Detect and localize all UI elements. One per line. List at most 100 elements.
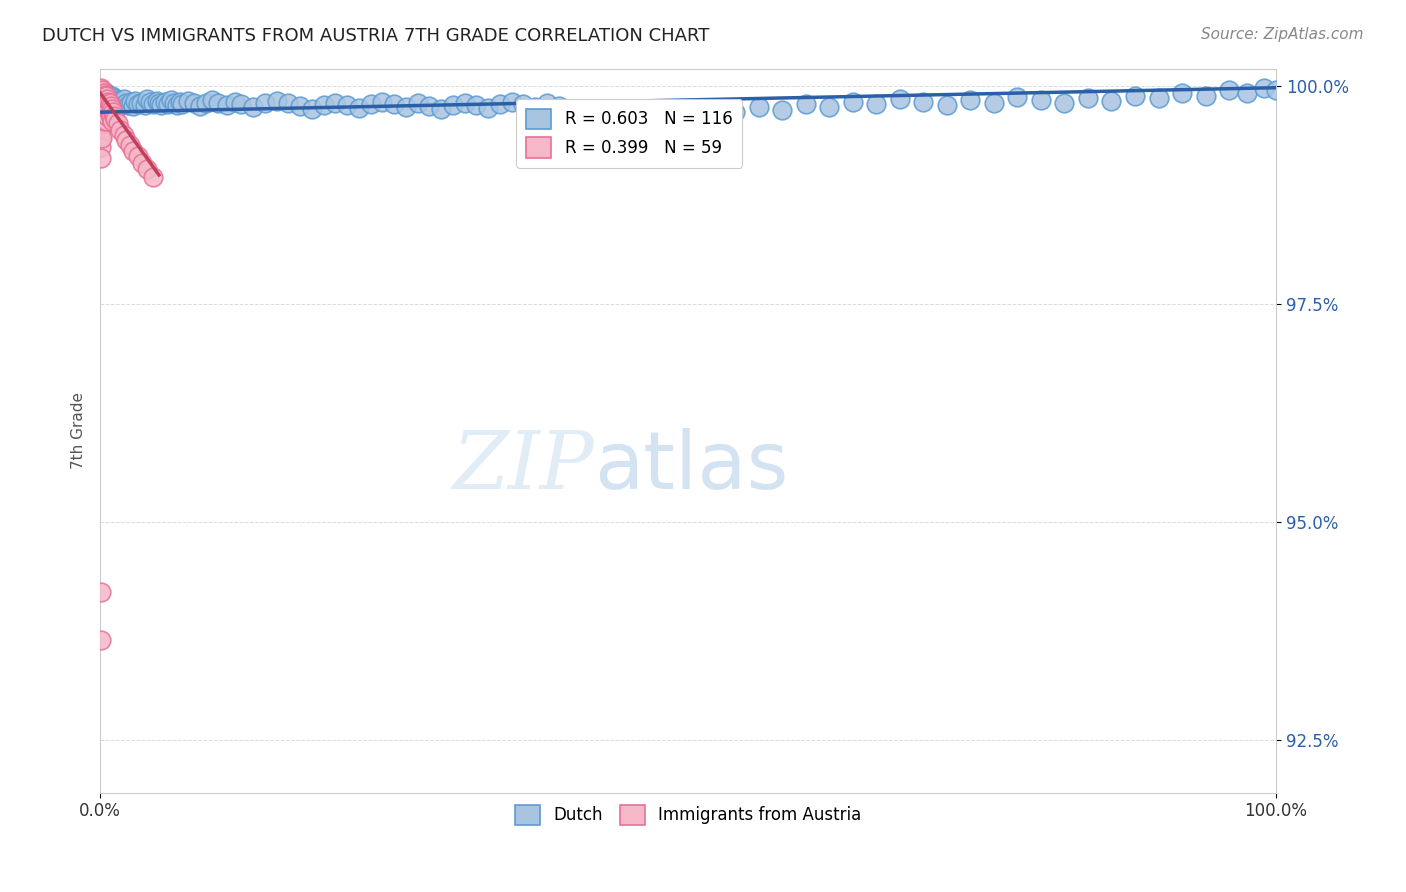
Point [1218,83,1240,97]
Point [91,117,114,131]
Point [91,88,114,103]
Point [107,115,129,129]
Point [194,95,217,110]
Point [1123,88,1146,103]
Point [94,87,117,102]
Point [465,98,488,112]
Point [138,95,160,109]
Point [94,95,117,109]
Point [277,96,299,111]
Point [301,102,323,116]
Point [1236,86,1258,100]
Point [104,97,127,112]
Point [91,112,114,126]
Point [90,95,112,109]
Point [124,94,146,108]
Point [103,91,125,105]
Point [134,98,156,112]
Point [889,92,911,106]
Point [406,96,429,111]
Point [96,92,118,106]
Point [117,98,139,112]
Point [453,95,475,110]
Point [177,94,200,108]
Point [91,99,114,113]
Point [1029,93,1052,107]
Point [288,99,311,113]
Point [127,149,149,163]
Point [90,83,112,97]
Point [90,131,112,145]
Point [90,87,112,102]
Point [93,114,115,128]
Point [360,97,382,112]
Point [641,103,664,118]
Point [477,101,499,115]
Point [98,96,121,111]
Point [94,89,117,103]
Text: atlas: atlas [595,428,789,506]
Point [97,95,120,109]
Point [96,109,118,123]
Legend: Dutch, Immigrants from Austria: Dutch, Immigrants from Austria [505,795,872,835]
Point [96,92,118,106]
Point [512,97,534,112]
Point [90,632,112,647]
Point [94,108,117,122]
Point [91,94,114,108]
Point [395,100,418,114]
Point [131,155,153,169]
Point [157,97,180,112]
Point [94,114,117,128]
Point [142,97,165,112]
Point [188,99,211,113]
Point [93,91,115,105]
Point [104,112,127,127]
Point [172,97,194,112]
Point [90,116,112,130]
Point [94,90,117,104]
Point [112,92,135,106]
Point [94,105,117,120]
Text: Source: ZipAtlas.com: Source: ZipAtlas.com [1201,27,1364,42]
Point [145,94,167,108]
Point [583,106,606,120]
Point [159,93,181,107]
Point [224,95,246,109]
Point [1147,91,1170,105]
Point [101,105,124,120]
Point [1194,88,1216,103]
Point [122,144,145,158]
Point [90,85,112,99]
Point [90,151,112,165]
Point [101,89,124,103]
Point [91,96,114,111]
Point [101,101,124,115]
Point [115,96,138,111]
Point [112,128,135,142]
Point [959,93,981,107]
Point [94,105,117,120]
Text: ZIP: ZIP [453,428,595,506]
Point [1007,90,1029,104]
Point [441,98,464,112]
Point [865,97,887,112]
Point [207,95,229,110]
Point [136,161,159,176]
Point [90,89,112,103]
Point [547,99,569,113]
Point [142,169,165,184]
Point [91,131,114,145]
Point [129,95,152,110]
Point [90,105,112,120]
Point [108,99,131,113]
Point [169,95,191,109]
Point [217,98,239,112]
Point [108,94,131,108]
Point [94,101,117,115]
Point [101,94,124,108]
Point [501,95,523,109]
Point [93,89,115,103]
Point [100,111,122,125]
Point [1101,94,1123,108]
